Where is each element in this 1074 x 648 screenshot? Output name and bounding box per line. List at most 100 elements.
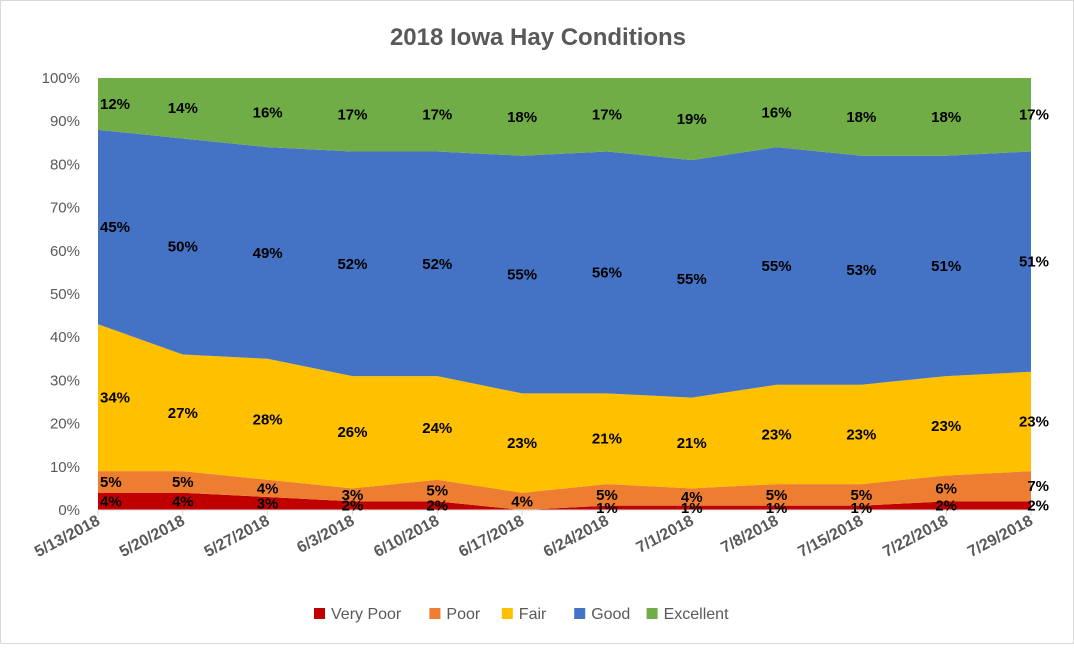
legend-item-good: Good (574, 606, 630, 623)
legend-swatch (429, 608, 441, 619)
data-label: 49% (253, 245, 283, 262)
legend-swatch (314, 608, 325, 619)
data-label: 18% (846, 109, 876, 126)
legend-item-very-poor: Very Poor (314, 606, 402, 623)
data-label: 4% (257, 480, 279, 497)
legend-label: Good (591, 606, 630, 623)
data-label: 5% (766, 487, 788, 504)
data-label: 1% (851, 500, 873, 517)
data-label: 5% (596, 487, 618, 504)
y-tick-label: 50% (50, 286, 80, 303)
x-tick-label: 7/1/2018 (634, 512, 697, 556)
data-label: 55% (762, 258, 792, 275)
y-tick-label: 0% (58, 502, 80, 519)
x-tick-label: 7/29/2018 (965, 512, 1036, 560)
data-label: 51% (931, 258, 961, 275)
y-axis: 0% 10% 20% 30% 40% 50% 60% 70% 80% 90% 100% (42, 70, 80, 519)
x-tick-label: 5/27/2018 (202, 512, 273, 560)
y-tick-label: 80% (50, 156, 80, 173)
y-tick-label: 10% (50, 459, 80, 476)
data-label: 55% (507, 267, 537, 284)
data-label: 7% (1027, 478, 1049, 495)
y-tick-label: 100% (42, 70, 80, 87)
x-tick-label: 7/22/2018 (880, 512, 951, 560)
data-label: 2% (935, 498, 957, 515)
area-good (98, 129, 1031, 398)
data-label: 14% (168, 100, 198, 117)
data-label: 1% (766, 500, 788, 517)
data-label: 3% (342, 487, 364, 504)
data-label: 23% (507, 435, 537, 452)
data-label: 18% (931, 109, 961, 126)
legend-item-poor: Poor (429, 606, 481, 623)
data-label: 5% (172, 474, 194, 491)
data-label: 52% (337, 256, 367, 273)
data-label: 23% (846, 426, 876, 443)
chart-title: 2018 Iowa Hay Conditions (390, 24, 686, 51)
x-axis: 5/13/2018 5/20/2018 5/27/2018 6/3/2018 6/10/… (32, 510, 1036, 561)
data-label: 17% (592, 107, 622, 124)
data-label: 24% (422, 420, 452, 437)
area-fair (98, 324, 1031, 493)
x-tick-label: 6/17/2018 (456, 512, 527, 560)
data-label: 2% (342, 498, 364, 515)
data-label: 5% (426, 483, 448, 500)
data-label: 17% (337, 107, 367, 124)
x-tick-label: 7/15/2018 (795, 512, 866, 560)
data-label: 1% (681, 500, 703, 517)
data-label: 55% (677, 271, 707, 288)
data-label: 23% (931, 418, 961, 435)
data-label: 6% (935, 480, 957, 497)
legend-label: Excellent (664, 606, 729, 623)
area-series-group (98, 78, 1031, 510)
data-label: 28% (253, 411, 283, 428)
data-label: 53% (846, 262, 876, 279)
data-label: 21% (677, 435, 707, 452)
legend-label: Poor (446, 606, 480, 623)
data-label: 3% (257, 496, 279, 513)
area-excellent (98, 78, 1031, 161)
data-labels: 4% 4% 3% 2% 2% 1% 1% 1% 1% 2% 2%5% 5% 4% 3% 5%4% 5% 4% 5%… (100, 96, 1049, 517)
area-poor (98, 471, 1031, 510)
data-label: 51% (1019, 254, 1049, 271)
y-tick-label: 70% (50, 200, 80, 217)
data-label: 23% (1019, 413, 1049, 430)
data-label: 12% (100, 96, 130, 113)
legend-swatch (501, 608, 513, 619)
legend-label: Very Poor (331, 606, 402, 623)
data-label: 56% (592, 264, 622, 281)
data-label: 21% (592, 431, 622, 448)
data-label: 4% (100, 493, 122, 510)
data-label: 17% (1019, 107, 1049, 124)
data-label: 16% (762, 105, 792, 122)
legend: Very Poor Poor Fair Good Excellent (314, 606, 729, 623)
legend-label: Fair (519, 606, 547, 623)
data-label: 50% (168, 238, 198, 255)
data-label: 34% (100, 390, 130, 407)
data-label: 18% (507, 109, 537, 126)
data-label: 17% (422, 107, 452, 124)
legend-item-excellent: Excellent (646, 606, 729, 623)
data-label: 19% (677, 111, 707, 128)
x-tick-label: 6/3/2018 (294, 512, 357, 556)
legend-item-fair: Fair (501, 606, 547, 623)
data-label: 1% (596, 500, 618, 517)
data-label: 5% (100, 474, 122, 491)
data-label: 4% (172, 493, 194, 510)
x-tick-label: 5/13/2018 (32, 512, 103, 560)
data-label: 16% (253, 105, 283, 122)
data-label: 45% (100, 219, 130, 236)
legend-swatch (646, 608, 658, 619)
data-label: 2% (1027, 498, 1049, 515)
x-tick-label: 6/24/2018 (541, 512, 612, 560)
x-tick-label: 7/8/2018 (718, 512, 781, 556)
y-tick-label: 90% (50, 113, 80, 130)
x-tick-label: 5/20/2018 (117, 512, 188, 560)
data-label: 23% (762, 426, 792, 443)
data-label: 4% (681, 489, 703, 506)
data-label: 27% (168, 405, 198, 422)
legend-swatch (574, 608, 586, 619)
y-tick-label: 20% (50, 416, 80, 433)
